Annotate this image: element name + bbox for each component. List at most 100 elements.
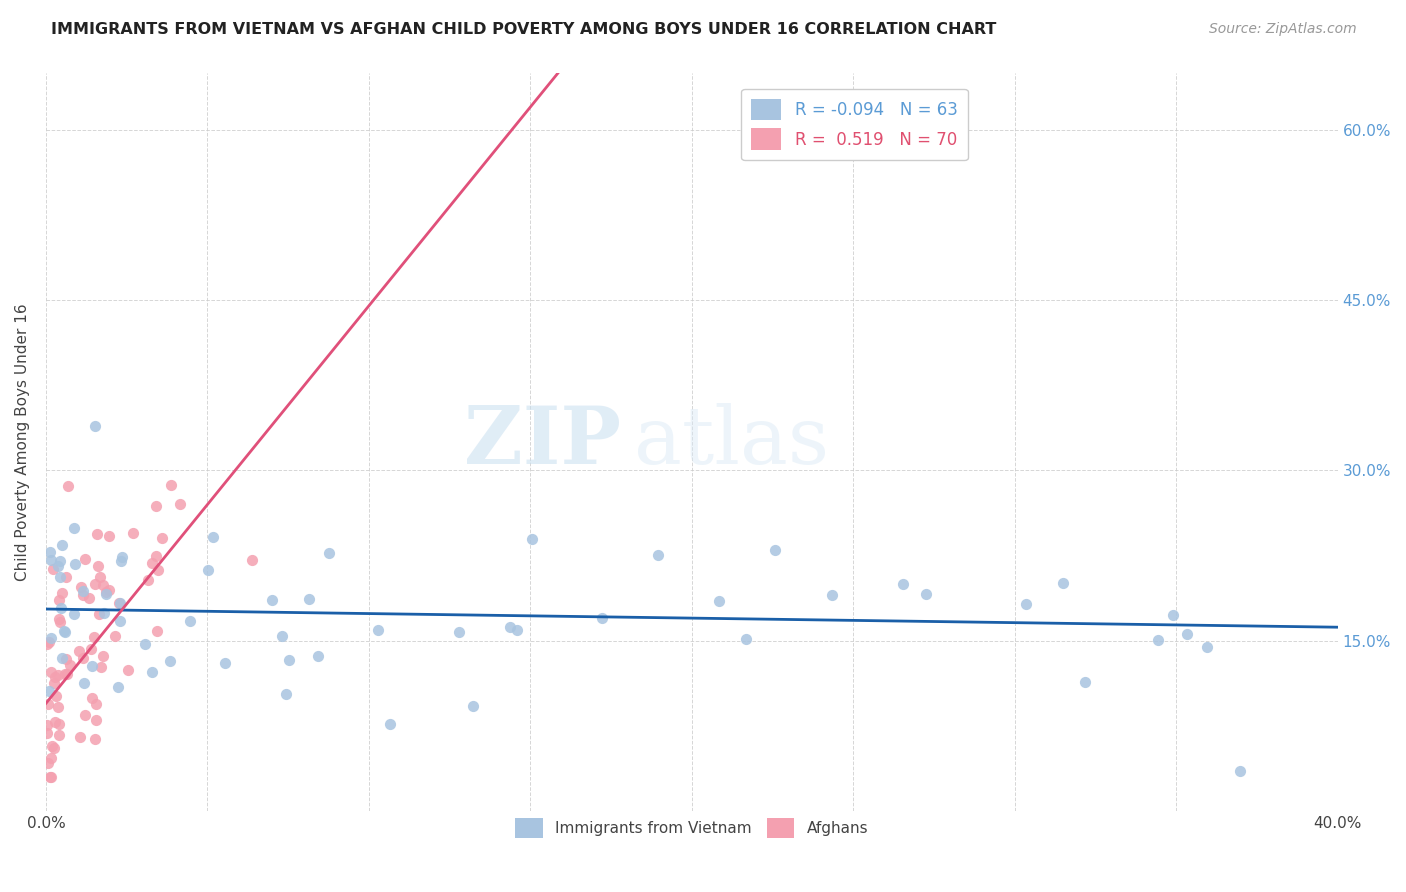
Point: [69, 730, 91, 744]
Point: [39, 665, 62, 679]
Point: [72, 584, 94, 599]
Legend: Immigrants from Vietnam, Afghans: Immigrants from Vietnam, Afghans: [509, 813, 875, 844]
Point: [108, 596, 131, 610]
Point: [647, 548, 669, 562]
Point: [146, 624, 169, 639]
Point: [1229, 764, 1251, 778]
Point: [48, 700, 70, 714]
Point: [44, 715, 66, 730]
Point: [915, 587, 938, 601]
Point: [72, 651, 94, 665]
Point: [84, 713, 107, 727]
Point: [93, 606, 115, 620]
Point: [108, 596, 131, 610]
Point: [55, 652, 77, 666]
Point: [1146, 633, 1168, 648]
Point: [820, 588, 842, 602]
Point: [380, 717, 402, 731]
Point: [763, 542, 786, 557]
Point: [134, 637, 156, 651]
Point: [136, 573, 159, 587]
Point: [891, 577, 914, 591]
Point: [90, 659, 112, 673]
Point: [522, 533, 544, 547]
Point: [39, 770, 62, 784]
Point: [84, 697, 107, 711]
Point: [44, 675, 66, 690]
Text: ZIP: ZIP: [464, 403, 621, 481]
Point: [1175, 627, 1198, 641]
Point: [38, 635, 60, 649]
Point: [39, 751, 62, 765]
Point: [46, 558, 69, 573]
Point: [49, 601, 72, 615]
Point: [298, 591, 321, 606]
Point: [39, 770, 62, 784]
Point: [1163, 608, 1185, 623]
Point: [62, 607, 84, 621]
Point: [42, 562, 65, 576]
Point: [274, 687, 297, 701]
Point: [42, 741, 65, 756]
Point: [80, 690, 103, 705]
Point: [48, 611, 70, 625]
Point: [53, 624, 76, 639]
Point: [1195, 640, 1218, 654]
Point: [1052, 575, 1074, 590]
Point: [63, 521, 86, 535]
Point: [108, 615, 131, 629]
Point: [80, 642, 103, 657]
Point: [38, 684, 60, 698]
Point: [48, 554, 70, 568]
Point: [97, 529, 120, 543]
Point: [98, 582, 121, 597]
Point: [55, 666, 77, 681]
Point: [201, 530, 224, 544]
Point: [35, 636, 58, 650]
Point: [145, 500, 167, 514]
Point: [51, 538, 73, 552]
Point: [240, 552, 263, 566]
Point: [160, 477, 183, 491]
Point: [56, 479, 79, 493]
Point: [122, 525, 145, 540]
Point: [278, 653, 301, 667]
Point: [1015, 597, 1038, 611]
Point: [39, 553, 62, 567]
Point: [461, 699, 484, 714]
Point: [271, 629, 294, 643]
Point: [55, 570, 77, 584]
Point: [77, 591, 100, 606]
Point: [707, 594, 730, 608]
Point: [83, 630, 105, 644]
Text: Source: ZipAtlas.com: Source: ZipAtlas.com: [1209, 22, 1357, 37]
Point: [48, 593, 70, 607]
Point: [51, 651, 73, 665]
Point: [52, 624, 75, 638]
Point: [262, 593, 284, 607]
Point: [214, 656, 236, 670]
Point: [318, 546, 340, 560]
Point: [141, 665, 163, 680]
Point: [75, 552, 97, 566]
Point: [80, 659, 103, 673]
Point: [59, 657, 82, 672]
Text: IMMIGRANTS FROM VIETNAM VS AFGHAN CHILD POVERTY AMONG BOYS UNDER 16 CORRELATION : IMMIGRANTS FROM VIETNAM VS AFGHAN CHILD …: [51, 22, 995, 37]
Point: [83, 576, 105, 591]
Point: [735, 632, 758, 646]
Point: [367, 623, 389, 637]
Point: [307, 648, 329, 663]
Point: [197, 563, 219, 577]
Point: [41, 632, 63, 646]
Point: [37, 756, 59, 771]
Point: [498, 620, 520, 634]
Point: [38, 545, 60, 559]
Point: [91, 578, 114, 592]
Point: [145, 549, 167, 563]
Point: [449, 624, 471, 639]
Point: [104, 629, 127, 643]
Point: [89, 570, 111, 584]
Point: [73, 676, 96, 690]
Point: [117, 663, 139, 677]
Point: [150, 532, 173, 546]
